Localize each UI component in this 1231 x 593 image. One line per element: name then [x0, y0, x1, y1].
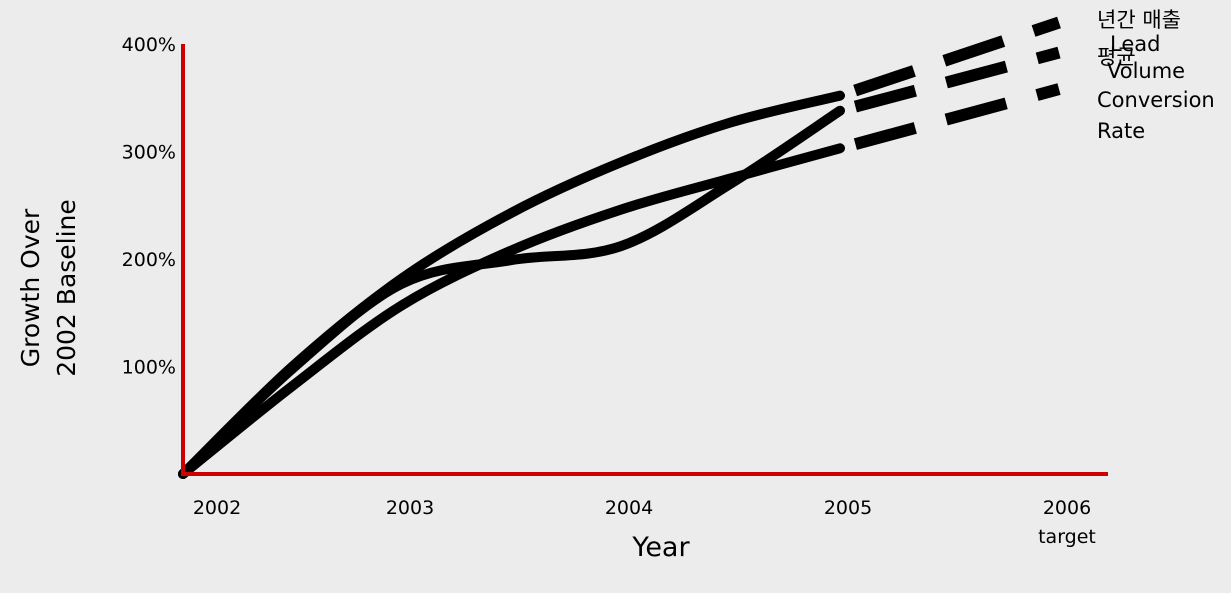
series-label-line: Rate — [1097, 119, 1145, 143]
series-projection-1 — [838, 46, 1061, 117]
axis-layer — [181, 44, 1108, 476]
x-tick-label-line: 2002 — [193, 497, 241, 519]
series-label-line: 년간 매출 — [1097, 8, 1181, 32]
series-line-0 — [178, 90, 845, 479]
series-line-1 — [178, 105, 845, 479]
x-tick-label-line: 2004 — [605, 497, 653, 519]
series-line-2 — [178, 143, 845, 479]
x-tick-label: 2002 — [193, 497, 241, 519]
x-tick-label-line: 2006 — [1043, 497, 1091, 519]
y-axis-title: Growth Over 2002 Baseline — [16, 199, 81, 377]
y-axis-title-line: 2002 Baseline — [52, 199, 81, 377]
y-axis-title-line: Growth Over — [16, 208, 45, 367]
y-tick-label: 100% — [122, 357, 176, 379]
series-label-line: Conversion — [1097, 88, 1215, 112]
text-layer: 100% 200% 300% 400% 2002 2003 2004 2005 2006 targ… — [16, 8, 1215, 563]
x-tick-label-line: target — [1038, 526, 1096, 548]
y-tick-label: 400% — [122, 34, 176, 56]
x-tick-label: 2005 — [824, 497, 872, 519]
series-label: Lead Volume — [1107, 32, 1185, 83]
series-label: Conversion Rate — [1097, 88, 1215, 143]
series-projection-0 — [838, 16, 1061, 102]
y-tick-label: 200% — [122, 249, 176, 271]
x-tick-label: 2006 target — [1038, 497, 1096, 548]
series-layer — [178, 16, 1061, 479]
y-tick-label: 300% — [122, 142, 176, 164]
x-tick-label: 2003 — [386, 497, 434, 519]
x-axis-title: Year — [631, 532, 690, 563]
series-label-line: 평균 — [1097, 45, 1136, 69]
x-tick-label-line: 2003 — [386, 497, 434, 519]
x-tick-label: 2004 — [605, 497, 653, 519]
series-projection-2 — [838, 83, 1061, 155]
series-label-line: Lead — [1110, 32, 1160, 56]
series-label-line: Volume — [1107, 59, 1185, 83]
x-tick-label-line: 2005 — [824, 497, 872, 519]
